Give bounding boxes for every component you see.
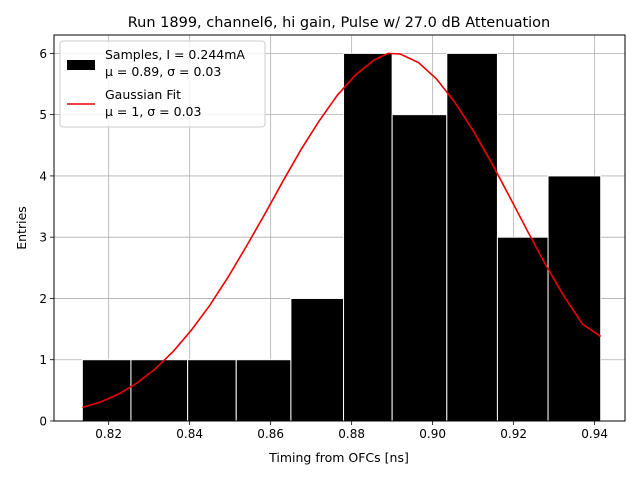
histogram-bar bbox=[130, 359, 189, 422]
y-axis-ticks: 0 1 2 3 4 5 6 bbox=[39, 47, 54, 429]
x-axis-ticks: 0.82 0.84 0.86 0.88 0.90 0.92 0.94 bbox=[95, 421, 608, 441]
histogram-bar bbox=[343, 52, 393, 422]
histogram-bar bbox=[496, 236, 549, 422]
x-tick-label: 0.88 bbox=[338, 427, 365, 441]
legend-samples-line1: Samples, I = 0.244mA bbox=[105, 47, 245, 62]
x-tick-label: 0.84 bbox=[176, 427, 203, 441]
y-tick-label: 2 bbox=[39, 292, 47, 306]
y-tick-label: 6 bbox=[39, 47, 47, 61]
fit-curve bbox=[82, 52, 602, 409]
y-tick-label: 1 bbox=[39, 353, 47, 367]
histogram-bar bbox=[547, 175, 602, 422]
chart-title: Run 1899, channel6, hi gain, Pulse w/ 27… bbox=[128, 15, 551, 31]
histogram-bar bbox=[391, 114, 448, 422]
x-axis-label: Timing from OFCs [ns] bbox=[268, 450, 409, 465]
gaussian-fit bbox=[82, 52, 602, 409]
histogram-bars bbox=[81, 52, 602, 422]
legend-box bbox=[59, 40, 266, 128]
y-tick-label: 4 bbox=[39, 169, 47, 183]
x-tick-label: 0.82 bbox=[95, 427, 122, 441]
legend-swatch-samples bbox=[67, 60, 95, 70]
y-axis-label: Entries bbox=[14, 206, 29, 250]
histogram-bar bbox=[446, 52, 498, 422]
histogram-bar bbox=[187, 359, 237, 422]
x-tick-label: 0.90 bbox=[419, 427, 446, 441]
x-tick-label: 0.94 bbox=[581, 427, 608, 441]
x-tick-label: 0.92 bbox=[500, 427, 527, 441]
legend: Samples, I = 0.244mA μ = 0.89, σ = 0.03 … bbox=[59, 40, 266, 128]
legend-samples-line2: μ = 0.89, σ = 0.03 bbox=[105, 64, 221, 79]
y-tick-label: 0 bbox=[39, 415, 47, 429]
histogram-bar bbox=[81, 359, 132, 422]
y-tick-label: 5 bbox=[39, 108, 47, 122]
y-tick-label: 3 bbox=[39, 231, 47, 245]
histogram-bar bbox=[290, 297, 345, 422]
histogram-bar bbox=[235, 359, 292, 422]
legend-fit-line2: μ = 1, σ = 0.03 bbox=[105, 104, 201, 119]
x-tick-label: 0.86 bbox=[257, 427, 284, 441]
plot-frame bbox=[53, 34, 626, 422]
legend-fit-line1: Gaussian Fit bbox=[105, 87, 181, 102]
